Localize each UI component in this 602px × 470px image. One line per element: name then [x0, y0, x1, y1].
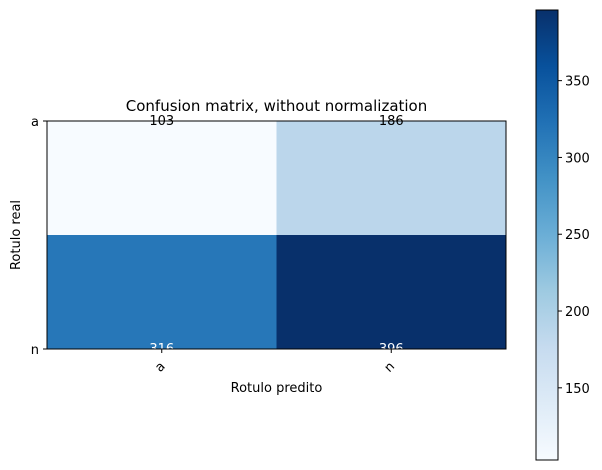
- colorbar: [535, 9, 559, 461]
- heatmap-cell: [47, 235, 277, 349]
- x-tick-label: n: [382, 359, 398, 375]
- y-axis-label: Rotulo real: [9, 200, 24, 270]
- y-tick-label: n: [31, 343, 39, 358]
- heatmap-cell: [276, 235, 506, 349]
- colorbar-tick-label: 300: [565, 151, 590, 166]
- x-tick-label: a: [152, 359, 168, 375]
- colorbar-tick-label: 200: [565, 305, 590, 320]
- plot-frame: [46, 120, 507, 350]
- heatmap-cells: [47, 121, 506, 349]
- colorbar-tick-label: 250: [565, 228, 590, 243]
- colorbar-tick-label: 350: [565, 75, 590, 90]
- chart-title: Confusion matrix, without normalization: [126, 97, 428, 115]
- x-axis-label: Rotulo predito: [231, 381, 323, 396]
- colorbar-ticks: 150 200 250 300 350: [558, 75, 590, 397]
- colorbar-tick-label: 150: [565, 382, 590, 397]
- heatmap-cell: [47, 121, 277, 235]
- y-tick-label: a: [31, 115, 39, 130]
- heatmap-cell: [276, 121, 506, 235]
- y-axis-ticks: an: [31, 115, 47, 358]
